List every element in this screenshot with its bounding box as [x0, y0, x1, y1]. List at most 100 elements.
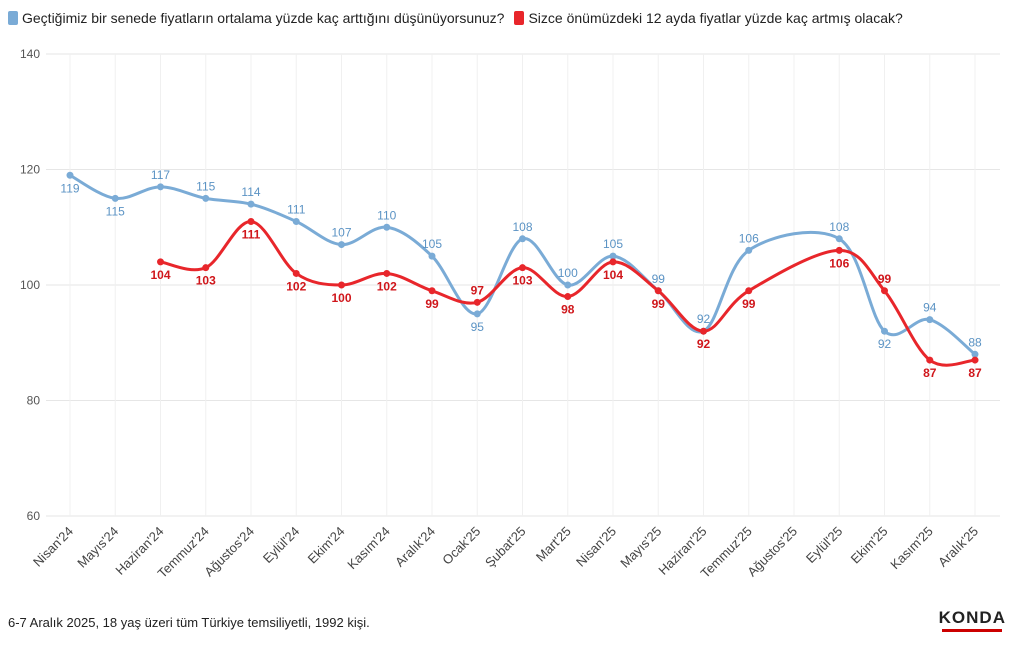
- data-point: [247, 200, 255, 208]
- data-point: [292, 269, 300, 277]
- y-tick-label: 80: [27, 394, 41, 408]
- data-label: 111: [242, 227, 261, 241]
- data-label: 108: [512, 220, 532, 234]
- y-tick-label: 120: [20, 163, 40, 177]
- data-label: 104: [150, 268, 170, 282]
- data-point: [519, 235, 526, 243]
- data-label: 95: [471, 320, 485, 334]
- data-label: 102: [377, 279, 397, 293]
- data-point: [202, 194, 210, 202]
- data-point: [654, 287, 662, 295]
- data-label: 111: [287, 202, 306, 216]
- data-point: [881, 287, 888, 295]
- data-label: 99: [652, 272, 666, 286]
- data-label: 115: [106, 204, 125, 218]
- data-point: [609, 252, 617, 260]
- data-point: [202, 264, 210, 272]
- x-tick-label: Nisan'25: [573, 524, 619, 570]
- data-point: [247, 217, 255, 225]
- data-point: [473, 310, 481, 318]
- data-point: [926, 356, 934, 364]
- data-point: [971, 350, 979, 358]
- x-tick-label: Mart'25: [533, 524, 574, 565]
- x-tick-label: Ekim'24: [305, 524, 348, 567]
- data-label: 102: [286, 279, 306, 293]
- data-label: 99: [425, 297, 439, 311]
- legend-item-future[interactable]: Sizce önümüzdeki 12 ayda fiyatlar yüzde …: [514, 10, 903, 26]
- data-label: 98: [561, 303, 575, 317]
- y-tick-label: 60: [27, 509, 41, 523]
- data-point: [971, 356, 979, 364]
- legend-label: Sizce önümüzdeki 12 ayda fiyatlar yüzde …: [528, 10, 903, 26]
- data-point: [428, 287, 436, 295]
- data-point: [338, 281, 345, 289]
- x-tick-label: Mayıs'25: [617, 524, 664, 571]
- data-point: [111, 194, 119, 202]
- data-label: 105: [422, 237, 442, 251]
- data-label: 106: [829, 256, 849, 270]
- data-label: 103: [512, 274, 532, 288]
- x-tick-label: Şubat'25: [482, 524, 529, 571]
- data-label: 92: [697, 337, 711, 351]
- data-label: 97: [471, 283, 485, 297]
- data-point: [745, 287, 753, 295]
- data-label: 99: [742, 297, 756, 311]
- data-label: 115: [196, 179, 215, 193]
- data-point: [519, 264, 526, 272]
- data-point: [157, 183, 164, 191]
- data-label: 100: [558, 266, 578, 280]
- data-point: [66, 171, 74, 179]
- data-point: [609, 258, 617, 266]
- x-tick-label: Mayıs'24: [74, 524, 121, 571]
- x-tick-label: Aralık'25: [935, 524, 981, 570]
- logo-bar: [942, 629, 1002, 632]
- data-label: 103: [196, 274, 216, 288]
- data-label: 92: [697, 312, 711, 326]
- x-tick-label: Ekim'25: [848, 524, 891, 567]
- data-label: 119: [60, 181, 79, 195]
- data-label: 88: [968, 335, 982, 349]
- data-point: [881, 327, 888, 335]
- data-point: [835, 235, 843, 243]
- data-point: [292, 217, 300, 225]
- footnote: 6-7 Aralık 2025, 18 yaş üzeri tüm Türkiy…: [8, 615, 370, 630]
- data-point: [700, 327, 707, 335]
- legend-swatch: [8, 11, 18, 25]
- legend-swatch: [514, 11, 525, 25]
- y-tick-label: 100: [20, 278, 40, 292]
- data-point: [473, 298, 481, 306]
- x-tick-label: Kasım'25: [887, 524, 936, 573]
- data-point: [157, 258, 164, 266]
- x-tick-label: Nisan'24: [30, 524, 76, 570]
- x-tick-label: Eylül'24: [260, 524, 303, 567]
- data-point: [338, 241, 345, 249]
- data-label: 107: [331, 226, 351, 240]
- data-label: 110: [377, 208, 396, 222]
- data-label: 117: [151, 168, 170, 182]
- data-label: 105: [603, 237, 623, 251]
- data-point: [428, 252, 436, 260]
- data-label: 87: [968, 366, 982, 380]
- data-point: [835, 246, 843, 254]
- x-tick-label: Aralık'24: [392, 524, 438, 570]
- x-tick-label: Ağustos'25: [744, 524, 800, 580]
- data-point: [383, 223, 391, 231]
- legend-label: Geçtiğimiz bir senede fiyatların ortalam…: [22, 10, 505, 26]
- data-label: 108: [829, 220, 849, 234]
- data-label: 104: [603, 268, 623, 282]
- data-label: 99: [878, 272, 892, 286]
- x-tick-label: Eylül'25: [803, 524, 846, 567]
- line-chart: 6080100120140Nisan'24Mayıs'24Haziran'24T…: [20, 47, 1000, 581]
- konda-logo: KONDA: [938, 608, 1006, 627]
- legend-item-past[interactable]: Geçtiğimiz bir senede fiyatların ortalam…: [8, 10, 504, 26]
- data-point: [564, 281, 572, 289]
- data-point: [564, 293, 572, 301]
- x-tick-label: Kasım'24: [344, 524, 393, 573]
- data-label: 99: [652, 297, 666, 311]
- data-point: [745, 246, 753, 254]
- data-label: 100: [331, 291, 351, 305]
- data-label: 94: [923, 301, 937, 315]
- y-tick-label: 140: [20, 47, 40, 61]
- data-label: 92: [878, 337, 892, 351]
